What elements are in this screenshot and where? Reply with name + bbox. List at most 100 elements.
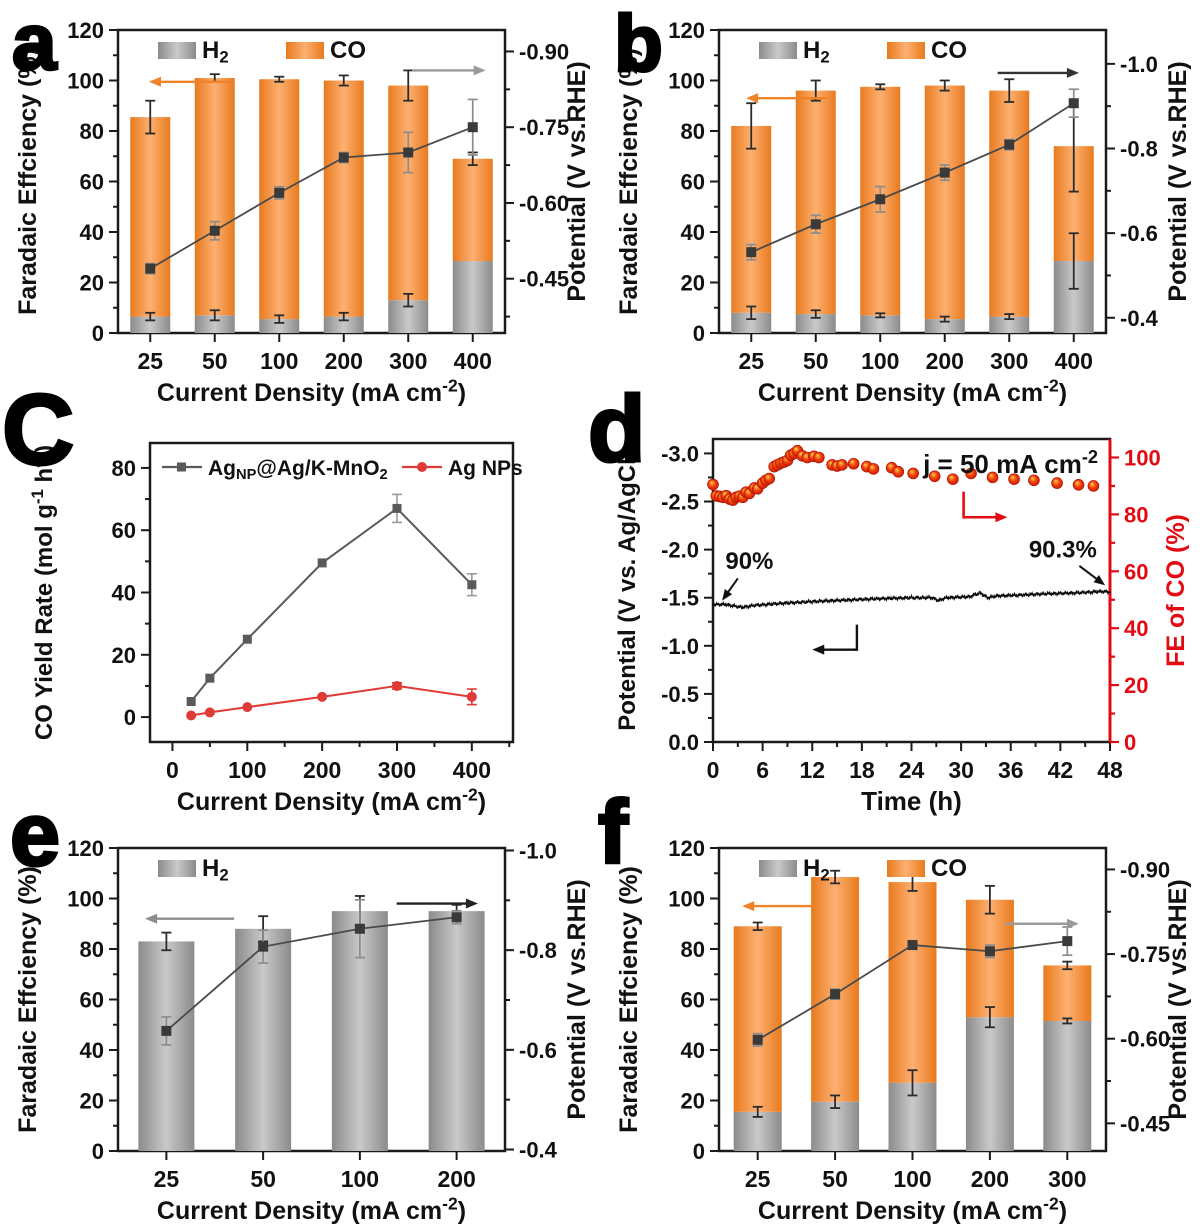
svg-text:0: 0 — [166, 757, 179, 783]
svg-text:-0.90: -0.90 — [519, 39, 569, 64]
chart-panel-b: 0 20 40 60 80 100 120 -0.4 -0.6 -0.8 -1.0 25 50 100 20… — [615, 18, 1192, 407]
svg-text:200: 200 — [325, 348, 363, 374]
plot-area: 0 20 40 60 80 100 120 -0.45 -0.60 -0.75 -0.90 25 50 1… — [14, 18, 591, 407]
svg-text:-0.75: -0.75 — [519, 115, 569, 140]
svg-text:0: 0 — [1124, 730, 1136, 755]
panel-f-letter: f — [597, 783, 630, 883]
svg-text:0: 0 — [693, 1139, 705, 1164]
svg-text:CO: CO — [330, 37, 366, 64]
svg-text:60: 60 — [1124, 559, 1148, 584]
svg-text:-2.5: -2.5 — [661, 490, 699, 515]
svg-text:25: 25 — [745, 1166, 771, 1192]
svg-text:FE of CO (%): FE of CO (%) — [1162, 514, 1190, 667]
svg-text:Faradaic Effciency (%): Faradaic Effciency (%) — [615, 48, 643, 315]
series — [186, 493, 477, 707]
svg-text:200: 200 — [437, 1166, 475, 1192]
series — [186, 680, 477, 721]
svg-text:20: 20 — [80, 1089, 104, 1114]
potential-trace — [712, 588, 1111, 610]
svg-text:-0.45: -0.45 — [1120, 1111, 1170, 1136]
svg-text:120: 120 — [67, 836, 104, 861]
svg-text:-1.5: -1.5 — [661, 586, 699, 611]
svg-text:Faradaic Effciency (%): Faradaic Effciency (%) — [615, 866, 643, 1133]
panel-e-letter: e — [8, 785, 61, 885]
svg-text:Current Density (mA cm-2): Current Density (mA cm-2) — [177, 785, 486, 817]
svg-text:90.3%: 90.3% — [1029, 536, 1097, 563]
plot-area: 0.0 -0.5 -1.0 -1.5 -2.0 -2.5 -3.0 0 6 12 18 24 30 36 4… — [614, 437, 1190, 816]
potential-line — [746, 88, 1079, 261]
svg-text:36: 36 — [998, 757, 1024, 783]
chart-panel-f: 0 20 40 60 80 100 120 -0.45 -0.60 -0.75 -0.90 25 50 1… — [615, 836, 1192, 1225]
svg-text:90%: 90% — [725, 548, 773, 575]
panel-d-letter: d — [586, 376, 646, 481]
svg-text:H2: H2 — [803, 855, 830, 884]
svg-text:Faradaic Effciency (%): Faradaic Effciency (%) — [14, 48, 42, 315]
svg-text:Potential (V vs. Ag/AgCl): Potential (V vs. Ag/AgCl) — [614, 450, 641, 730]
svg-text:H2: H2 — [202, 855, 229, 884]
chart-panel-e: 0 20 40 60 80 100 120 -0.4 -0.6 -0.8 -1.0 25 50 100 20… — [14, 836, 591, 1226]
svg-text:60: 60 — [80, 170, 104, 195]
bar-error-bars — [145, 69, 478, 324]
svg-text:-0.8: -0.8 — [1120, 136, 1158, 161]
svg-text:120: 120 — [668, 18, 705, 43]
svg-text:100: 100 — [861, 348, 899, 374]
svg-text:200: 200 — [303, 757, 341, 783]
svg-text:100: 100 — [668, 887, 705, 912]
svg-text:25: 25 — [738, 348, 764, 374]
legend: H2 CO — [759, 855, 967, 884]
svg-text:H2: H2 — [803, 37, 830, 66]
svg-text:100: 100 — [1124, 445, 1161, 470]
svg-text:18: 18 — [849, 757, 875, 783]
svg-text:-0.6: -0.6 — [519, 1038, 557, 1063]
svg-text:400: 400 — [453, 757, 491, 783]
svg-text:Potential (V vs.RHE): Potential (V vs.RHE) — [1164, 879, 1192, 1119]
svg-text:25: 25 — [154, 1166, 180, 1192]
svg-text:40: 40 — [80, 1038, 104, 1063]
svg-text:-3.0: -3.0 — [661, 441, 699, 466]
svg-text:60: 60 — [681, 170, 705, 195]
svg-text:AgNP@Ag/K-MnO2: AgNP@Ag/K-MnO2 — [208, 457, 388, 483]
legend: H2 CO — [158, 37, 366, 66]
svg-text:100: 100 — [893, 1166, 931, 1192]
svg-text:50: 50 — [250, 1166, 276, 1192]
axis-direction-arrows — [742, 901, 1079, 929]
svg-text:100: 100 — [228, 757, 266, 783]
svg-text:-1.0: -1.0 — [661, 634, 699, 659]
svg-text:80: 80 — [681, 119, 705, 144]
svg-text:80: 80 — [112, 456, 136, 481]
axis-direction-arrows — [148, 65, 486, 87]
svg-text:120: 120 — [67, 18, 104, 43]
potential-line — [161, 898, 462, 1046]
svg-text:40: 40 — [681, 220, 705, 245]
svg-text:20: 20 — [681, 271, 705, 296]
svg-text:20: 20 — [112, 643, 136, 668]
svg-text:60: 60 — [112, 518, 136, 543]
svg-text:30: 30 — [948, 757, 974, 783]
svg-text:Current Density (mA cm-2): Current Density (mA cm-2) — [157, 376, 466, 408]
svg-text:300: 300 — [1048, 1166, 1086, 1192]
axis-direction-arrows — [746, 67, 1079, 104]
svg-text:Ag NPs: Ag NPs — [448, 457, 523, 480]
svg-text:100: 100 — [668, 69, 705, 94]
bars — [130, 77, 493, 333]
svg-text:50: 50 — [803, 348, 829, 374]
legend: H2 — [158, 855, 229, 884]
svg-text:-1.0: -1.0 — [519, 838, 557, 863]
panel-a-letter: a — [11, 0, 58, 86]
svg-text:300: 300 — [378, 757, 416, 783]
svg-text:200: 200 — [926, 348, 964, 374]
panel-c-letter: C — [0, 374, 75, 486]
svg-text:42: 42 — [1048, 757, 1074, 783]
svg-text:25: 25 — [137, 348, 163, 374]
svg-text:-0.8: -0.8 — [519, 938, 557, 963]
svg-text:20: 20 — [1124, 673, 1148, 698]
svg-text:CO: CO — [931, 855, 967, 882]
svg-text:CO: CO — [931, 37, 967, 64]
svg-text:-0.4: -0.4 — [519, 1138, 558, 1163]
svg-text:CO Yield Rate (mol g-1 h-1): CO Yield Rate (mol g-1 h-1) — [28, 445, 58, 740]
svg-text:Current Density (mA cm-2): Current Density (mA cm-2) — [157, 1194, 466, 1226]
svg-text:j = 50 mA cm-2: j = 50 mA cm-2 — [922, 447, 1098, 479]
bars — [138, 911, 485, 1151]
svg-text:80: 80 — [681, 937, 705, 962]
